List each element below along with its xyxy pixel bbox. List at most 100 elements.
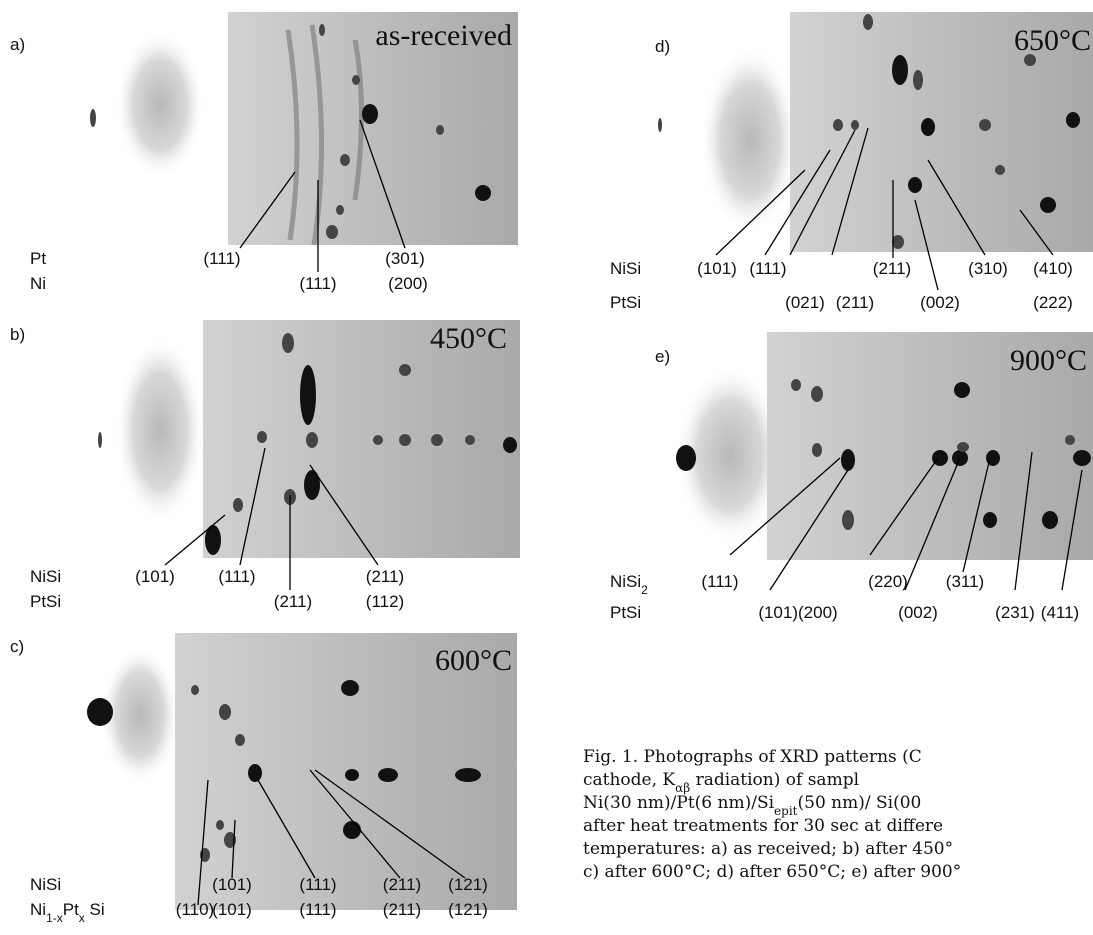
diffraction-spot xyxy=(340,154,350,166)
diffraction-spot xyxy=(863,14,873,30)
reflection-label: (111) xyxy=(203,249,240,268)
phase-label-part: Pt xyxy=(63,900,79,919)
reflection-label: (111) xyxy=(218,567,255,586)
reflection-label: (101)(200) xyxy=(758,603,837,622)
diffraction-spot xyxy=(1066,112,1080,128)
pointer-line xyxy=(314,769,466,879)
reflection-label: (002) xyxy=(920,293,960,312)
pointer-line xyxy=(359,119,406,249)
pointer-line xyxy=(769,469,849,591)
reflection-label: (111) xyxy=(701,572,738,591)
phase-label-part: PtSi xyxy=(30,592,61,611)
reflection-label: (200) xyxy=(388,274,428,293)
pointer-line xyxy=(1061,469,1083,591)
panel-letter: b) xyxy=(10,325,25,344)
diffraction-spot xyxy=(842,510,854,530)
pointer-line xyxy=(309,464,379,566)
reflection-label: (410) xyxy=(1033,259,1073,278)
diffraction-spot xyxy=(908,177,922,193)
diffraction-spot xyxy=(658,118,662,132)
phase-label: PtSi xyxy=(610,293,641,312)
diffraction-spot xyxy=(319,24,325,36)
panel-letter: e) xyxy=(655,347,670,366)
reflection-label: (111) xyxy=(749,259,786,278)
reflection-label: (411) xyxy=(1041,603,1079,622)
reflection-label: (211) xyxy=(383,875,421,894)
diffraction-spot xyxy=(892,55,908,85)
diffraction-spot xyxy=(343,821,361,839)
diffraction-spot xyxy=(248,764,262,782)
pointer-line xyxy=(239,171,296,249)
reflection-label: (222) xyxy=(1033,293,1073,312)
phase-label: PtSi xyxy=(30,592,61,611)
diffraction-spot xyxy=(791,379,801,391)
diffraction-spot xyxy=(362,104,378,124)
diffraction-spot xyxy=(233,498,243,512)
caption-line: temperatures: a) as received; b) after 4… xyxy=(583,839,953,859)
diffraction-spot xyxy=(995,165,1005,175)
diffraction-spot xyxy=(932,450,948,466)
reflection-label: (211) xyxy=(873,259,911,278)
panel-title: 600°C xyxy=(435,644,512,677)
diffraction-spot xyxy=(90,109,96,127)
diffraction-ring xyxy=(352,39,364,201)
pointer-line xyxy=(764,149,831,256)
phase-label-part: 2 xyxy=(641,583,648,597)
panel-title: as-received xyxy=(375,19,512,52)
reflection-label: (310) xyxy=(968,259,1008,278)
pointer-line xyxy=(789,129,856,256)
phase-label: Ni1-xPtx Si xyxy=(30,900,105,925)
caption-line-part: Ni(30 nm)/Pt(6 nm)/Si xyxy=(583,793,775,813)
reflection-label: (111) xyxy=(299,900,336,919)
diffraction-spot xyxy=(892,235,904,249)
pointer-line xyxy=(715,169,806,256)
diffraction-spot xyxy=(191,685,199,695)
phase-label-part: NiSi xyxy=(30,567,61,586)
diffraction-spot xyxy=(1065,435,1075,445)
diffraction-spot xyxy=(216,820,224,830)
phase-label-part: 1-x xyxy=(46,911,63,925)
panel-letter: a) xyxy=(10,35,25,54)
diffraction-spot xyxy=(921,118,935,136)
diffraction-spot xyxy=(257,431,267,443)
diffraction-spot xyxy=(954,382,970,398)
diffraction-spot xyxy=(399,364,411,376)
phase-label: NiSi xyxy=(30,875,61,894)
diffraction-spot xyxy=(219,704,231,720)
diffraction-halo xyxy=(115,30,205,180)
caption-line-part: radiation) of sampl xyxy=(690,770,859,790)
diffraction-spot xyxy=(957,442,969,452)
reflection-label: (211) xyxy=(836,293,874,312)
phase-label-part: PtSi xyxy=(610,293,641,312)
phase-label-part: Pt xyxy=(30,249,46,268)
diffraction-spot xyxy=(282,333,294,353)
diffraction-spot xyxy=(341,680,359,696)
diffraction-spot xyxy=(851,120,859,130)
xrd-photo xyxy=(767,332,1093,560)
phase-label: PtSi xyxy=(610,603,641,622)
panel-title: 650°C xyxy=(1014,24,1091,57)
pointer-line xyxy=(914,199,939,291)
reflection-label: (231) xyxy=(995,603,1035,622)
reflection-label: (112) xyxy=(366,592,404,611)
diffraction-spot xyxy=(87,698,113,726)
reflection-label: (211) xyxy=(366,567,404,586)
diffraction-spot xyxy=(300,365,316,425)
caption-line-part: αβ xyxy=(675,781,690,795)
diffraction-spot xyxy=(235,734,245,746)
reflection-label: (121) xyxy=(448,875,488,894)
phase-label-part: Ni xyxy=(30,900,46,919)
pointer-line xyxy=(729,457,841,556)
phase-label-part: NiSi xyxy=(610,259,641,278)
reflection-label: (021) xyxy=(785,293,825,312)
diffraction-spot xyxy=(812,443,822,457)
caption-line-part: Fig. 1. Photographs of XRD patterns (C xyxy=(583,747,922,767)
diffraction-spot xyxy=(913,70,923,90)
diffraction-halo xyxy=(700,45,800,235)
phase-label-part: x xyxy=(79,911,85,925)
pointer-line xyxy=(309,769,401,879)
reflection-label: (110) xyxy=(176,900,214,919)
diffraction-spot xyxy=(983,512,997,528)
reflection-label: (220) xyxy=(868,572,908,591)
